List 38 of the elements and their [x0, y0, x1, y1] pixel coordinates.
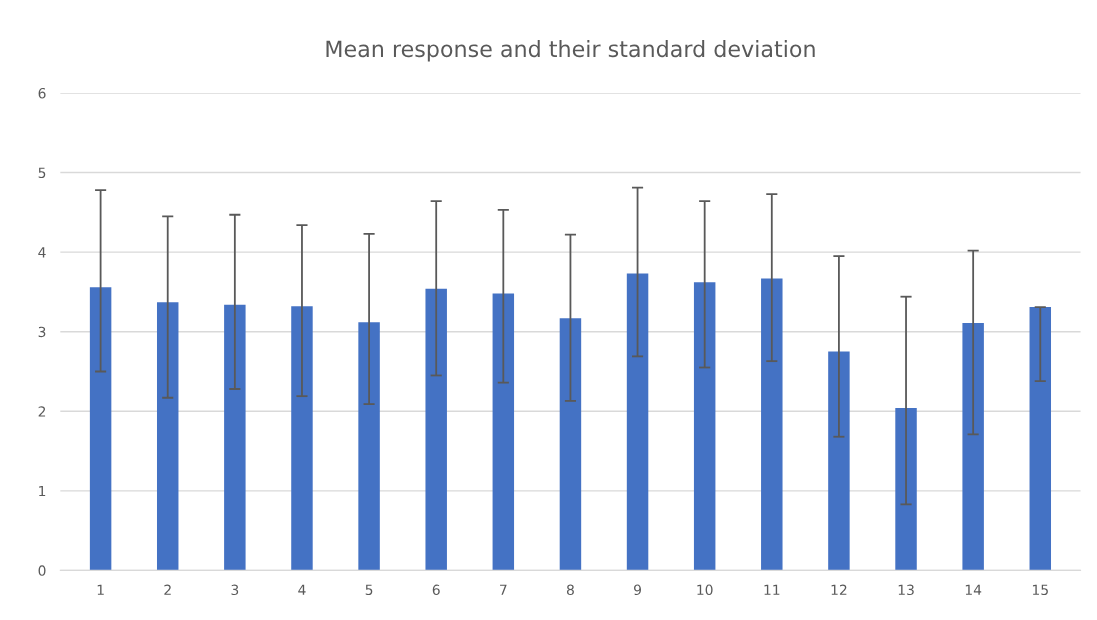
x-tick-label: 10	[697, 584, 713, 596]
x-tick-label: 9	[634, 584, 641, 596]
bar	[89, 287, 112, 571]
bar	[693, 282, 716, 571]
bar	[962, 322, 984, 571]
x-tick-label: 15	[1032, 584, 1048, 596]
y-tick-label: 1	[39, 485, 46, 497]
bar	[358, 322, 380, 571]
bar	[1029, 307, 1052, 571]
bar	[761, 278, 783, 571]
y-tick-label: 4	[38, 247, 46, 258]
x-tick-label: 5	[365, 584, 373, 596]
x-tick-label: 11	[764, 584, 780, 595]
bar	[224, 304, 246, 571]
x-tick-label: 2	[164, 584, 171, 595]
x-tick-label: 12	[831, 584, 847, 595]
y-tick-label: 2	[38, 406, 46, 417]
x-tick-label: 4	[298, 584, 306, 595]
bar	[895, 408, 917, 571]
bar	[559, 318, 582, 571]
bar	[492, 293, 515, 571]
x-tick-label: 13	[898, 584, 914, 596]
bar	[626, 273, 649, 571]
bar	[828, 351, 850, 571]
bar	[425, 288, 447, 571]
chart-title: Mean response and their standard deviation	[326, 40, 815, 62]
bar	[156, 302, 179, 571]
y-tick-label: 0	[38, 565, 46, 576]
y-tick-label: 6	[38, 87, 46, 99]
x-tick-label: 3	[231, 584, 239, 596]
bar	[291, 306, 313, 571]
x-tick-label: 1	[97, 584, 104, 595]
x-tick-label: 7	[500, 584, 507, 595]
y-tick-label: 5	[38, 167, 46, 179]
x-tick-label: 6	[432, 584, 440, 596]
x-tick-label: 8	[566, 584, 574, 596]
y-tick-label: 3	[38, 326, 46, 338]
x-tick-label: 14	[965, 584, 982, 595]
